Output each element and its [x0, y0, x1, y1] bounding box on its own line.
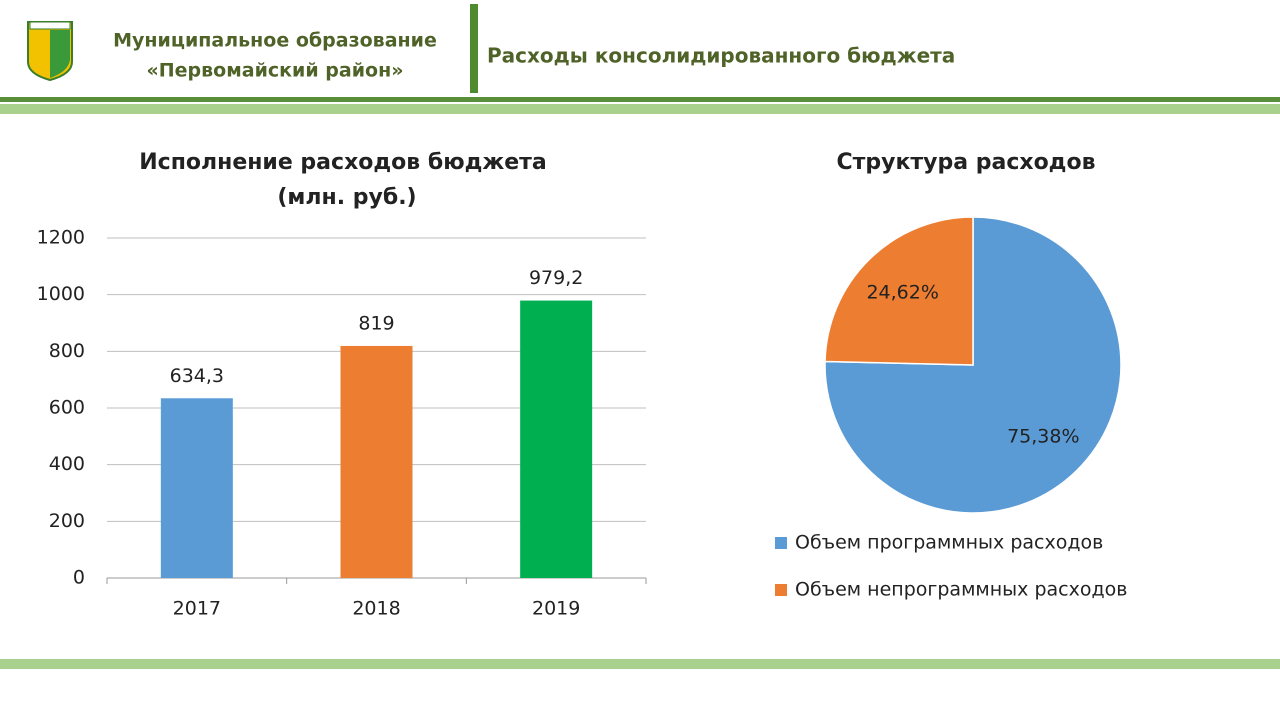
logo	[27, 21, 73, 82]
x-tick-label: 2017	[173, 598, 221, 620]
legend-swatch	[775, 584, 787, 596]
value-label: 634,3	[170, 365, 224, 387]
y-tick-label: 0	[73, 567, 85, 589]
rule	[0, 659, 1280, 669]
y-tick-label: 200	[49, 510, 85, 532]
legend-swatch	[775, 537, 787, 549]
value-label: 24,62%	[866, 281, 938, 303]
y-tick-label: 1200	[37, 227, 85, 249]
x-tick-label: 2019	[532, 598, 580, 620]
rule	[0, 104, 1280, 114]
bar	[160, 398, 233, 578]
pie-slice	[824, 216, 974, 366]
chart-title: Исполнение расходов бюджета	[139, 150, 547, 175]
value-label: 979,2	[529, 267, 583, 289]
y-tick-label: 400	[49, 453, 85, 475]
y-tick-label: 800	[49, 340, 85, 362]
x-tick-label: 2018	[352, 598, 400, 620]
rule	[0, 97, 1280, 102]
slide-title: Расходы консолидированного бюджета	[487, 44, 955, 68]
legend-label: Объем программных расходов	[795, 532, 1103, 554]
bar	[340, 345, 413, 578]
org-name: Муниципальное образование	[113, 30, 437, 52]
value-label: 75,38%	[1007, 426, 1079, 448]
bar	[520, 300, 593, 578]
org-name: «Первомайский район»	[147, 60, 404, 82]
chart-title: Структура расходов	[836, 150, 1095, 175]
legend-label: Объем непрограммных расходов	[795, 579, 1127, 601]
divider	[470, 4, 478, 93]
value-label: 819	[358, 312, 394, 334]
y-tick-label: 600	[49, 397, 85, 419]
chart-subtitle: (млн. руб.)	[277, 185, 416, 210]
y-tick-label: 1000	[37, 283, 85, 305]
